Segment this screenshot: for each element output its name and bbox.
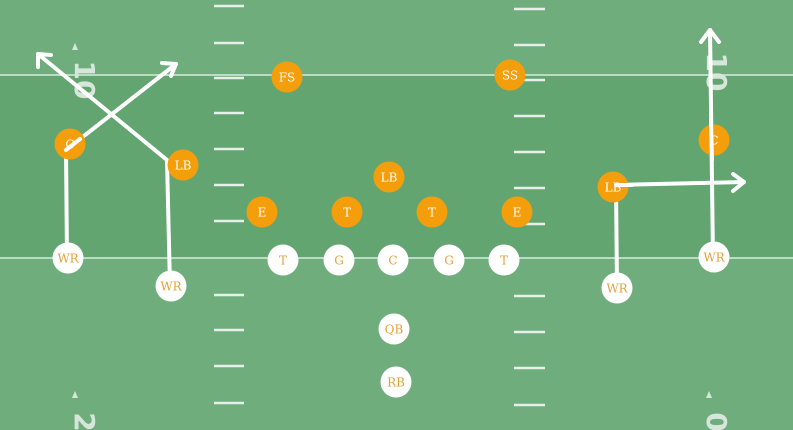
player-marker — [377, 244, 409, 276]
player-label: LB — [605, 181, 622, 195]
player-marker — [601, 272, 633, 304]
player-marker — [416, 196, 448, 228]
player-label: RB — [387, 376, 405, 390]
offense-wr-1: WR — [52, 242, 84, 274]
defender-e-right: E — [501, 196, 533, 228]
routes-overlay — [64, 118, 714, 187]
player-marker — [54, 128, 86, 160]
player-label: SS — [502, 69, 518, 83]
player-label: T — [279, 254, 287, 268]
yard-number-left-bottom: 2 — [68, 412, 101, 430]
route-wr-3-arrowhead — [731, 172, 746, 193]
yard-number-text: 0 — [700, 412, 733, 430]
player-marker — [501, 196, 533, 228]
player-label: G — [444, 254, 454, 268]
offense-players: WR WR T G C G T WR WR QB RB — [52, 241, 730, 398]
player-label: E — [513, 206, 522, 220]
player-marker — [494, 59, 526, 91]
player-marker — [267, 244, 299, 276]
defender-lb-left: LB — [167, 149, 199, 181]
player-marker — [380, 366, 412, 398]
player-marker — [488, 244, 520, 276]
offense-g-left: G — [323, 244, 355, 276]
player-label: C — [709, 134, 718, 148]
offense-center: C — [377, 244, 409, 276]
player-label: QB — [385, 323, 404, 337]
offense-wr-4: WR — [698, 241, 730, 273]
defender-c-right: C — [698, 124, 730, 156]
player-marker — [698, 241, 730, 273]
hash-marks-left — [214, 4, 244, 405]
defender-c-left: C — [54, 128, 86, 160]
player-label: FS — [279, 71, 296, 85]
player-label: G — [334, 254, 344, 268]
yard-number-right-bottom: 0 — [700, 412, 733, 430]
player-label: WR — [160, 280, 182, 294]
yard-number-right-top: 10 — [700, 53, 733, 92]
route-wr-4-overlay — [709, 118, 714, 162]
player-marker — [433, 244, 465, 276]
route-wr-2 — [36, 52, 172, 288]
yard-number-text: 2 — [68, 412, 101, 430]
player-marker — [167, 149, 199, 181]
offense-t-left: T — [267, 244, 299, 276]
player-marker — [52, 242, 84, 274]
offense-g-right: G — [433, 244, 465, 276]
player-label: WR — [703, 251, 725, 265]
player-label: LB — [381, 171, 398, 185]
player-label: WR — [606, 282, 628, 296]
defender-t-right: T — [416, 196, 448, 228]
offense-t-right: T — [488, 244, 520, 276]
defender-e-left: E — [246, 196, 278, 228]
route-wr-1-arrowhead — [160, 61, 178, 78]
player-label: T — [343, 206, 351, 220]
offense-rb: RB — [380, 366, 412, 398]
yard-arrow-left-bottom — [72, 391, 78, 398]
player-marker — [271, 61, 303, 93]
offense-wr-2: WR — [155, 270, 187, 302]
player-label: WR — [57, 252, 79, 266]
offense-qb: QB — [378, 313, 410, 345]
route-wr-2-arrowhead — [36, 52, 53, 69]
defense-players: FS SS LB E T T E LB C LB C — [54, 59, 730, 228]
yard-arrow-left-top — [72, 43, 78, 50]
player-label: T — [428, 206, 436, 220]
hash-marks-right — [514, 7, 545, 407]
yard-number-text: 10 — [700, 53, 733, 92]
player-marker — [378, 313, 410, 345]
player-marker — [698, 124, 730, 156]
player-label: E — [258, 206, 267, 220]
player-marker — [323, 244, 355, 276]
yard-arrow-right-bottom — [706, 391, 712, 398]
player-label: LB — [175, 159, 192, 173]
player-marker — [155, 270, 187, 302]
defender-fs: FS — [271, 61, 303, 93]
player-marker — [246, 196, 278, 228]
player-label: T — [500, 254, 508, 268]
player-marker — [331, 196, 363, 228]
player-marker — [373, 161, 405, 193]
offense-wr-3: WR — [601, 272, 633, 304]
route-wr-4-arrowhead — [699, 28, 721, 44]
route-wr-1-overlay — [64, 137, 82, 152]
player-label: C — [388, 254, 397, 268]
defender-t-left: T — [331, 196, 363, 228]
player-marker — [597, 171, 629, 203]
defender-ss: SS — [494, 59, 526, 91]
defender-lb-mid: LB — [373, 161, 405, 193]
